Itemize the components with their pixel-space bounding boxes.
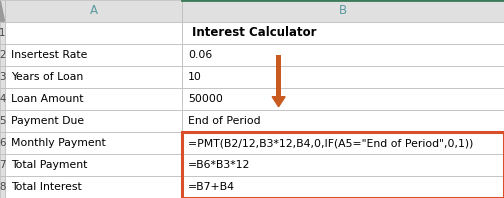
Bar bbox=[5, 0, 182, 22]
Text: =PMT(B2/12,B3*12,B4,0,IF(A5="End of Period",0,1)): =PMT(B2/12,B3*12,B4,0,IF(A5="End of Peri… bbox=[188, 138, 473, 148]
Text: B: B bbox=[339, 5, 347, 17]
Bar bbox=[0, 88, 5, 110]
Text: Payment Due: Payment Due bbox=[11, 116, 84, 126]
Bar bbox=[0, 132, 5, 154]
Bar bbox=[0, 0, 5, 22]
Bar bbox=[182, 66, 504, 88]
Bar bbox=[5, 154, 182, 176]
Bar bbox=[182, 132, 504, 154]
Bar bbox=[0, 176, 5, 198]
Text: 3: 3 bbox=[0, 72, 6, 82]
Text: 0.06: 0.06 bbox=[188, 50, 212, 60]
Bar bbox=[182, 110, 504, 132]
Polygon shape bbox=[1, 1, 5, 21]
Bar bbox=[182, 154, 504, 176]
Bar bbox=[5, 88, 182, 110]
Bar bbox=[0, 110, 5, 132]
Text: Monthly Payment: Monthly Payment bbox=[11, 138, 105, 148]
Text: 4: 4 bbox=[0, 94, 6, 104]
Text: Insertest Rate: Insertest Rate bbox=[11, 50, 87, 60]
Text: 50000: 50000 bbox=[188, 94, 223, 104]
Text: A: A bbox=[89, 5, 97, 17]
Text: =B6*B3*12: =B6*B3*12 bbox=[188, 160, 250, 170]
Text: Interest Calculator: Interest Calculator bbox=[192, 27, 317, 39]
Bar bbox=[0, 22, 5, 44]
Text: Years of Loan: Years of Loan bbox=[11, 72, 83, 82]
Bar bbox=[5, 22, 182, 44]
Bar bbox=[182, 132, 504, 198]
Text: 8: 8 bbox=[0, 182, 6, 192]
Bar bbox=[0, 154, 5, 176]
Bar bbox=[182, 22, 504, 44]
Bar bbox=[5, 176, 182, 198]
Text: Total Interest: Total Interest bbox=[11, 182, 82, 192]
Text: 10: 10 bbox=[188, 72, 202, 82]
Bar bbox=[182, 176, 504, 198]
Text: 2: 2 bbox=[0, 50, 6, 60]
Bar bbox=[182, 0, 504, 22]
Bar bbox=[5, 110, 182, 132]
Bar bbox=[5, 44, 182, 66]
Bar bbox=[182, 44, 504, 66]
Text: =B7+B4: =B7+B4 bbox=[188, 182, 235, 192]
Text: End of Period: End of Period bbox=[188, 116, 261, 126]
Text: 7: 7 bbox=[0, 160, 6, 170]
Text: Loan Amount: Loan Amount bbox=[11, 94, 83, 104]
Text: 5: 5 bbox=[0, 116, 6, 126]
Text: 1: 1 bbox=[0, 28, 6, 38]
Text: Total Payment: Total Payment bbox=[11, 160, 87, 170]
Bar bbox=[0, 66, 5, 88]
Bar bbox=[0, 44, 5, 66]
Bar bbox=[5, 132, 182, 154]
Bar bbox=[5, 66, 182, 88]
Bar bbox=[182, 88, 504, 110]
Bar bbox=[276, 55, 281, 97]
Text: 6: 6 bbox=[0, 138, 6, 148]
Polygon shape bbox=[272, 97, 285, 107]
